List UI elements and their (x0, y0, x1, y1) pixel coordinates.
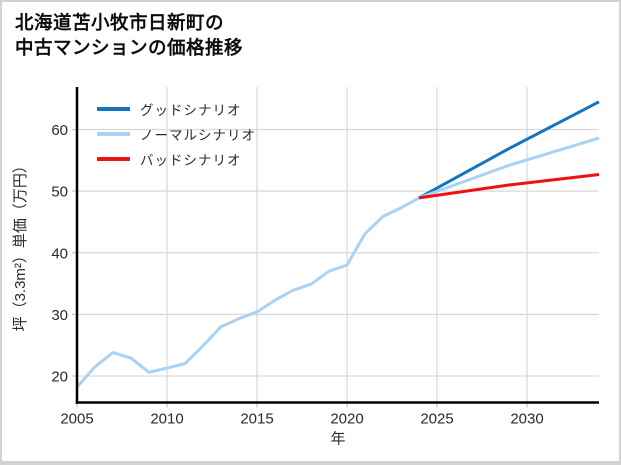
x-tick-label: 2020 (330, 411, 363, 428)
x-tick-label: 2025 (420, 411, 453, 428)
legend-item-good-scenario: グッドシナリオ (97, 98, 256, 119)
y-tick-label: 40 (51, 245, 68, 262)
series-line-bad (418, 173, 600, 200)
y-tick-label: 60 (51, 122, 68, 139)
x-tick-label: 2010 (150, 411, 183, 428)
y-axis-label: 坪（3.3m²）単価（万円） (12, 158, 29, 331)
chart-title-line2: 中古マンションの価格推移 (15, 37, 244, 58)
legend-swatch-good (97, 106, 130, 111)
series-line-history (75, 196, 420, 389)
legend-label-normal: ノーマルシナリオ (140, 127, 256, 143)
x-tick-label: 2015 (240, 411, 273, 428)
legend-item-normal-scenario: ノーマルシナリオ (97, 123, 256, 144)
y-tick-label: 20 (51, 369, 68, 386)
chart-title-line1: 北海道苫小牧市日新町の (15, 12, 225, 33)
chart-legend: グッドシナリオ ノーマルシナリオ バッドシナリオ (97, 98, 256, 169)
y-tick-label: 30 (51, 307, 68, 324)
legend-item-bad-scenario: バッドシナリオ (97, 148, 256, 169)
x-tick-label: 2005 (60, 411, 93, 428)
legend-label-good: グッドシナリオ (140, 102, 242, 118)
chart-title: 北海道苫小牧市日新町の 中古マンションの価格推移 (15, 10, 243, 60)
y-tick-label: 50 (51, 184, 68, 201)
x-tick-label: 2030 (510, 411, 543, 428)
series-line-good (418, 100, 600, 200)
legend-label-bad: バッドシナリオ (140, 152, 242, 168)
series-line-normal (418, 136, 600, 200)
legend-swatch-bad (97, 156, 130, 161)
x-axis-label: 年 (330, 431, 345, 448)
legend-swatch-normal (97, 131, 130, 136)
